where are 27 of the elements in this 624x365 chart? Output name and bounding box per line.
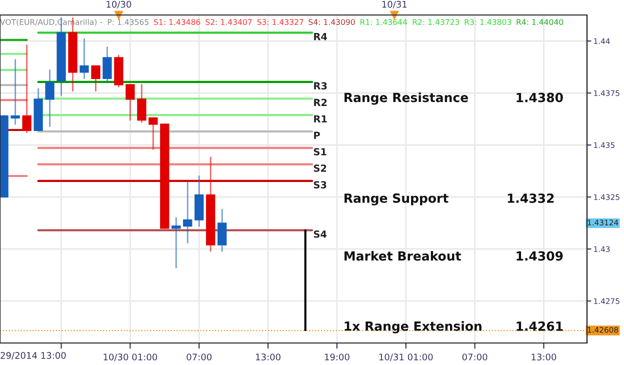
x-tick-label: 19:00	[324, 354, 350, 360]
x2-tick-label: 10/31	[382, 0, 407, 8]
annotation: 1x Range Extension	[344, 321, 482, 334]
series-label: S3	[314, 181, 326, 188]
annotation: 1.4309	[516, 251, 563, 261]
series-label: S2	[314, 164, 326, 172]
series-label: R4	[314, 32, 328, 40]
series-label: R3	[314, 82, 327, 90]
annotation: Market Breakout	[344, 251, 461, 261]
x-tick-label: 10/30 01:00	[104, 354, 158, 362]
series-label: S4	[314, 230, 327, 238]
series-label: R2	[314, 98, 327, 106]
annotation: 1.4261	[516, 321, 563, 331]
x2-tick-label: 10/30	[106, 0, 132, 8]
annotation: Range Resistance	[344, 92, 468, 105]
annotation: 1.4332	[508, 194, 554, 203]
series-label: P	[314, 132, 320, 139]
x-tick-label: 13:00	[256, 354, 280, 360]
x-tick-label: 07:00	[462, 354, 488, 360]
x-tick-label: 10/31 01:00	[379, 354, 433, 362]
x-tick-label: 07:00	[186, 354, 212, 360]
series-label: S1	[314, 148, 326, 156]
x-tick-label: 13:00	[532, 354, 556, 360]
annotation: Range Support	[344, 193, 448, 206]
annotation: 1.4380	[516, 92, 563, 102]
series-label: R1	[314, 115, 327, 122]
text: 29/2014 13:00	[0, 352, 66, 360]
